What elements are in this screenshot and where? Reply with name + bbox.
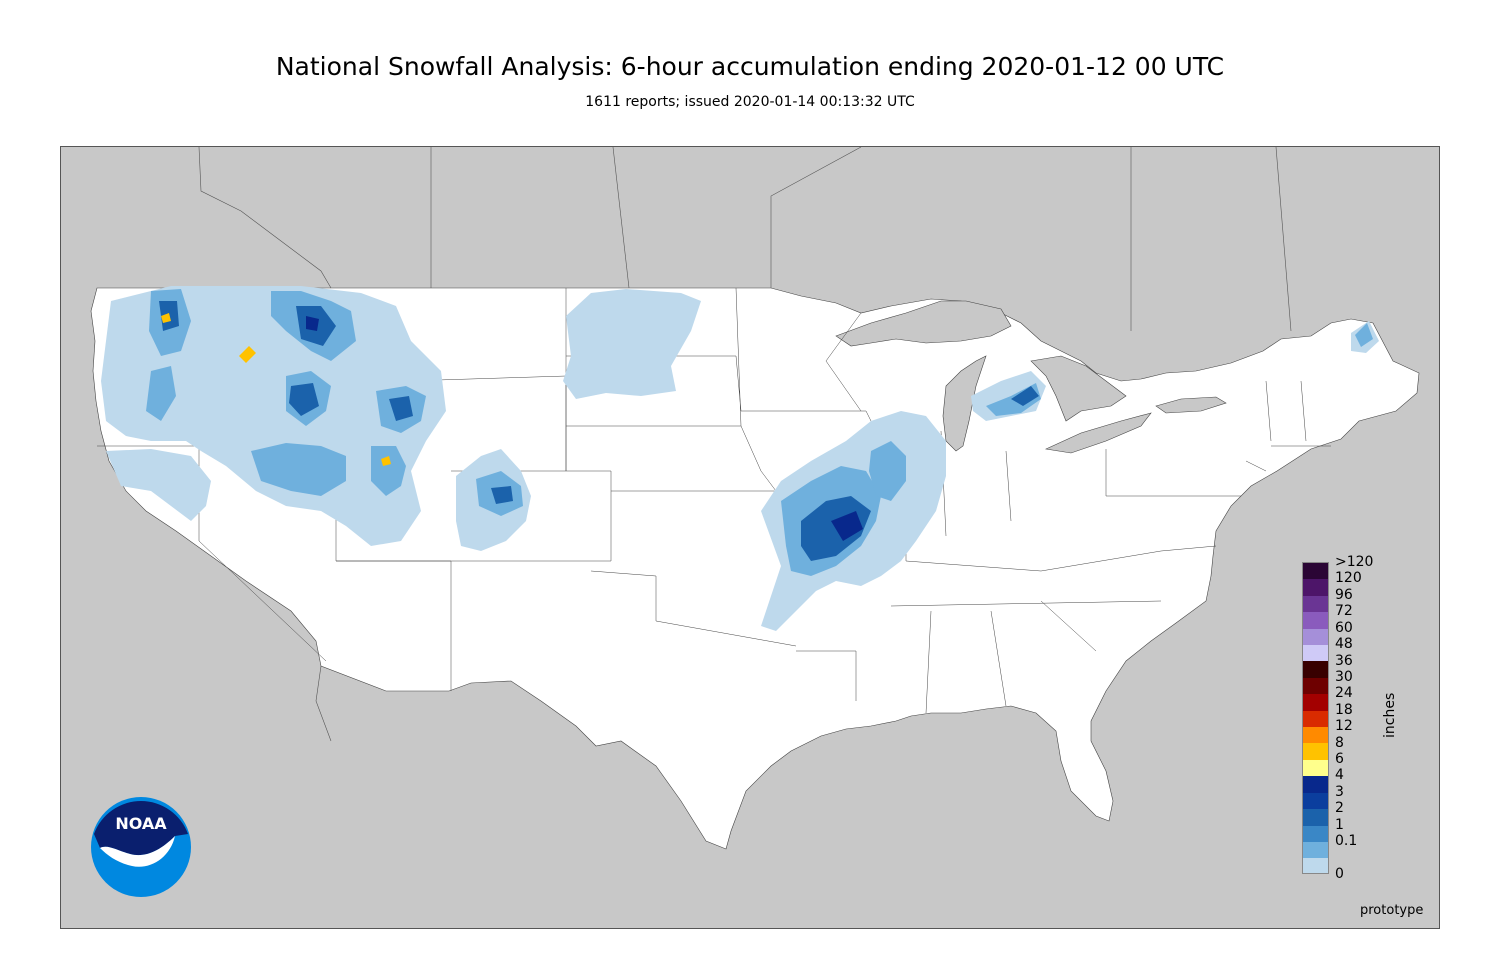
legend-label: 4 <box>1335 767 1344 784</box>
snow-core-oregon <box>146 366 176 421</box>
legend-swatch <box>1303 677 1328 695</box>
snow-region-northwest <box>101 286 446 546</box>
legend-swatch <box>1303 595 1328 613</box>
legend-swatch <box>1303 727 1328 744</box>
snow-heavy-wyoming <box>389 396 413 421</box>
legend-label: 6 <box>1335 751 1344 768</box>
snowfall-shading <box>101 286 1379 631</box>
lake-ontario <box>1155 396 1227 414</box>
snow-heavy-utah <box>289 383 319 416</box>
noaa-logo-upper <box>94 801 188 856</box>
legend-swatch <box>1303 628 1328 646</box>
snow-heavy-colorado <box>491 486 513 504</box>
legend-swatch <box>1303 563 1328 580</box>
snow-core-utah <box>251 443 346 496</box>
map-subtitle: 1611 reports; issued 2020-01-14 00:13:32… <box>585 94 915 110</box>
legend-swatch <box>1303 579 1328 596</box>
legend-swatch <box>1303 661 1328 678</box>
legend-label: 8 <box>1335 734 1344 751</box>
legend-swatch <box>1303 858 1328 873</box>
legend-label: 18 <box>1335 701 1353 718</box>
snow-hotspot-washington <box>161 313 171 323</box>
lake-erie <box>1044 412 1152 454</box>
legend-unit: inches <box>1382 692 1398 738</box>
legend-swatch <box>1303 841 1328 859</box>
legend-swatch <box>1303 825 1328 842</box>
legend-swatch <box>1303 694 1328 711</box>
snow-core-illinois <box>869 441 906 501</box>
legend-swatch <box>1303 612 1328 629</box>
legend-label: >120 <box>1335 554 1374 570</box>
noaa-logo-text: NOAA <box>115 814 167 833</box>
legend-swatch <box>1303 743 1328 760</box>
legend-label: 2 <box>1335 800 1344 817</box>
snowfall-map[interactable] <box>61 147 1439 928</box>
legend-swatch <box>1303 792 1328 810</box>
noaa-logo-icon: NOAA <box>91 797 191 897</box>
snow-hotspot-oregon <box>239 346 256 363</box>
legend-label: 120 <box>1335 570 1362 587</box>
lake-superior <box>835 300 1012 347</box>
lake-michigan <box>942 355 987 452</box>
legend-label: 96 <box>1335 586 1353 603</box>
map-title: National Snowfall Analysis: 6-hour accum… <box>275 52 1225 81</box>
lake-huron <box>1030 355 1127 422</box>
legend-colorbar <box>1302 562 1329 874</box>
snow-max-idaho <box>306 316 319 331</box>
snow-core-maine <box>1355 323 1373 347</box>
international-province-lines <box>198 147 1292 742</box>
snow-max-missouri <box>831 511 863 541</box>
legend-label: 0 <box>1335 865 1344 882</box>
map-frame[interactable] <box>60 146 1440 929</box>
legend-label: 60 <box>1335 619 1353 636</box>
legend-swatch <box>1303 759 1328 777</box>
legend-swatch <box>1303 710 1328 728</box>
prototype-label: prototype <box>1360 903 1424 918</box>
legend-label: 3 <box>1335 783 1344 800</box>
snow-region-northern-plains <box>563 289 701 399</box>
legend-label: 48 <box>1335 636 1353 653</box>
legend-label: 1 <box>1335 816 1344 833</box>
legend-label: 36 <box>1335 652 1353 669</box>
snow-heavy-michigan <box>1011 386 1039 406</box>
legend-label: 30 <box>1335 668 1353 685</box>
legend-swatch <box>1303 776 1328 793</box>
legend-label: 24 <box>1335 685 1353 702</box>
legend-label: 0.1 <box>1335 833 1358 850</box>
legend-swatch <box>1303 809 1328 826</box>
legend-label: 72 <box>1335 603 1353 620</box>
snow-hotspot-utah <box>381 456 391 466</box>
legend-label: 12 <box>1335 718 1353 735</box>
snow-core-utah-south <box>371 446 406 496</box>
noaa-logo-gull <box>100 836 175 867</box>
legend-swatch <box>1303 645 1328 662</box>
snow-region-california <box>106 449 211 521</box>
